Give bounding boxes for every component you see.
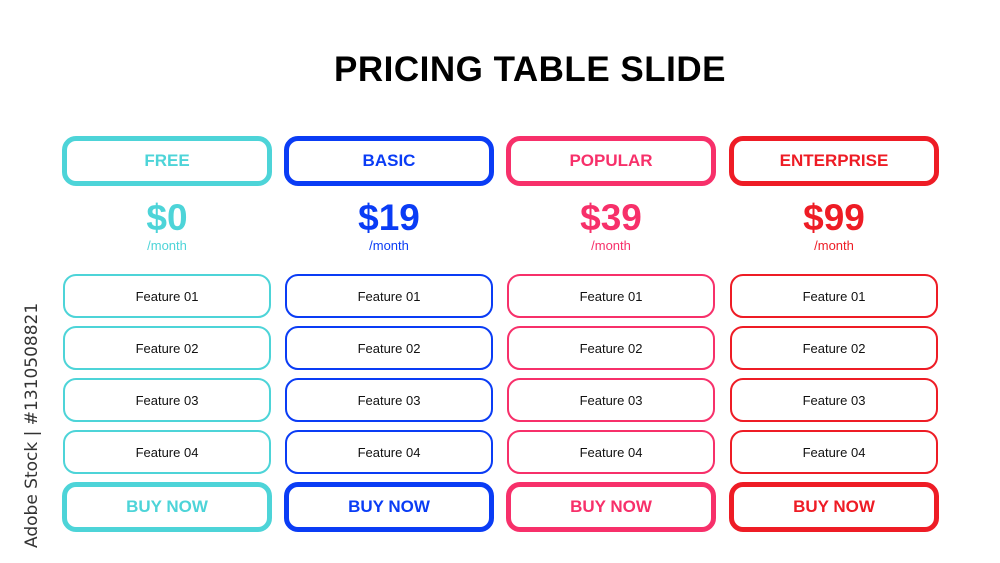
feature-item: Feature 03 <box>63 378 271 422</box>
feature-item: Feature 03 <box>507 378 715 422</box>
feature-item: Feature 04 <box>63 430 271 474</box>
plan-name: BASIC <box>284 136 494 186</box>
plan-name: FREE <box>62 136 272 186</box>
plan-period: /month <box>147 238 187 253</box>
pricing-column-basic: BASIC $19 /month Feature 01 Feature 02 Fea… <box>284 136 494 532</box>
feature-list: Feature 01 Feature 02 Feature 03 Feature 04 <box>284 274 494 474</box>
buy-now-button[interactable]: BUY NOW <box>506 482 716 532</box>
feature-item: Feature 01 <box>507 274 715 318</box>
feature-item: Feature 02 <box>730 326 938 370</box>
plan-period: /month <box>814 238 854 253</box>
page-title: PRICING TABLE SLIDE <box>334 50 726 89</box>
plan-name: POPULAR <box>506 136 716 186</box>
feature-item: Feature 03 <box>285 378 493 422</box>
pricing-column-enterprise: ENTERPRISE $99 /month Feature 01 Feature … <box>729 136 939 532</box>
pricing-column-popular: POPULAR $39 /month Feature 01 Feature 02 F… <box>506 136 716 532</box>
feature-item: Feature 04 <box>285 430 493 474</box>
feature-item: Feature 02 <box>507 326 715 370</box>
plan-price: $0 <box>146 197 188 238</box>
feature-list: Feature 01 Feature 02 Feature 03 Feature 04 <box>62 274 272 474</box>
watermark: Adobe Stock | #1310508821 <box>22 302 42 548</box>
plan-price: $39 <box>580 197 642 238</box>
feature-item: Feature 02 <box>63 326 271 370</box>
plan-period: /month <box>369 238 409 253</box>
plan-period: /month <box>591 238 631 253</box>
feature-item: Feature 02 <box>285 326 493 370</box>
feature-item: Feature 03 <box>730 378 938 422</box>
plan-price: $99 <box>803 197 865 238</box>
plan-price: $19 <box>358 197 420 238</box>
feature-item: Feature 04 <box>730 430 938 474</box>
feature-item: Feature 01 <box>285 274 493 318</box>
feature-item: Feature 01 <box>63 274 271 318</box>
plan-name: ENTERPRISE <box>729 136 939 186</box>
pricing-column-free: FREE $0 /month Feature 01 Feature 02 Featu… <box>62 136 272 532</box>
feature-list: Feature 01 Feature 02 Feature 03 Feature 04 <box>729 274 939 474</box>
feature-item: Feature 04 <box>507 430 715 474</box>
feature-list: Feature 01 Feature 02 Feature 03 Feature 04 <box>506 274 716 474</box>
buy-now-button[interactable]: BUY NOW <box>729 482 939 532</box>
buy-now-button[interactable]: BUY NOW <box>284 482 494 532</box>
feature-item: Feature 01 <box>730 274 938 318</box>
buy-now-button[interactable]: BUY NOW <box>62 482 272 532</box>
